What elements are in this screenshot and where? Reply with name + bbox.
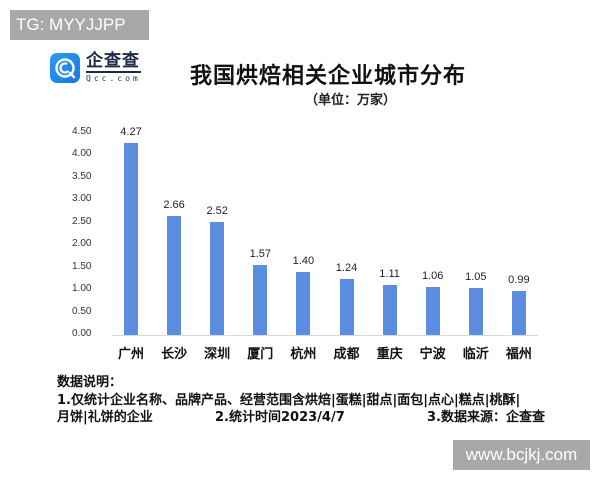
bar-厦门 xyxy=(253,264,268,335)
y-tick-label: 4.50 xyxy=(72,126,92,137)
logo-name-cn: 企查查 xyxy=(86,51,141,73)
bar-福州 xyxy=(511,290,526,335)
bar-value-label: 1.24 xyxy=(335,262,358,275)
x-category-label: 福州 xyxy=(505,347,532,362)
bar-长沙 xyxy=(167,215,182,335)
bar-value-label: 0.99 xyxy=(508,273,530,286)
y-tick-label: 1.00 xyxy=(72,283,92,295)
data-notes: 数据说明： 1.仅统计企业名称、品牌产品、经营范围含烘焙|蛋糕|甜点|面包|点心… xyxy=(57,374,545,427)
bar-杭州 xyxy=(296,272,311,335)
y-tick-label: 0.00 xyxy=(72,328,92,339)
chart-title: 我国烘焙相关企业城市分布 xyxy=(190,64,467,89)
bar-value-label: 2.66 xyxy=(163,198,185,211)
bar-深圳 xyxy=(210,221,225,335)
bar-value-label: 1.05 xyxy=(465,270,487,283)
bar-成都 xyxy=(339,279,354,335)
y-tick-label: 0.50 xyxy=(72,305,92,317)
y-tick-label: 1.50 xyxy=(72,260,92,272)
x-axis-line xyxy=(112,335,538,336)
x-category-label: 重庆 xyxy=(376,347,403,362)
qcc-logo-icon xyxy=(50,53,80,83)
y-tick-label: 3.50 xyxy=(72,170,92,182)
x-category-label: 深圳 xyxy=(204,347,231,362)
bar-value-label: 2.52 xyxy=(206,204,228,217)
x-category-label: 成都 xyxy=(333,347,360,362)
x-category-label: 长沙 xyxy=(161,347,188,362)
bar-临沂 xyxy=(468,287,483,335)
x-category-label: 杭州 xyxy=(290,347,317,362)
x-category-label: 厦门 xyxy=(247,347,274,362)
notes-line-1: 1.仅统计企业名称、品牌产品、经营范围含烘焙|蛋糕|甜点|面包|点心|糕点|桃酥… xyxy=(57,392,521,408)
bar-广州 xyxy=(124,143,138,335)
bar-value-label: 1.40 xyxy=(292,255,315,268)
x-category-label: 广州 xyxy=(117,347,144,362)
bar-宁波 xyxy=(425,287,440,335)
watermark-bottom: www.bcjkj.com xyxy=(453,440,590,470)
x-category-label: 临沂 xyxy=(462,347,489,362)
watermark-top: TG: MYYJJPP xyxy=(10,10,149,40)
bar-value-label: 1.11 xyxy=(379,268,400,281)
logo-name-en: Qcc.com xyxy=(86,74,141,83)
chart-subtitle: （单位：万家） xyxy=(305,93,397,108)
notes-item-2: 2.统计时间2023/4/7 xyxy=(215,410,345,425)
y-tick-label: 2.50 xyxy=(72,215,92,227)
bar-重庆 xyxy=(382,285,397,335)
notes-heading: 数据说明： xyxy=(57,375,123,390)
bar-value-label: 1.57 xyxy=(249,247,271,260)
y-tick-label: 3.00 xyxy=(72,193,92,205)
x-category-label: 宁波 xyxy=(419,347,446,362)
y-tick-label: 4.00 xyxy=(72,148,92,160)
notes-line-2: 月饼|礼饼的企业 2.统计时间2023/4/7 3.数据来源：企查查 xyxy=(57,409,545,427)
qcc-logo: 企查查 Qcc.com xyxy=(50,53,141,83)
bar-value-label: 1.06 xyxy=(421,270,444,283)
notes-item-1-cont: 月饼|礼饼的企业 xyxy=(57,410,153,425)
bar-value-label: 4.27 xyxy=(120,126,142,139)
y-tick-label: 2.00 xyxy=(72,238,92,250)
notes-item-3: 3.数据来源：企查查 xyxy=(427,410,545,425)
